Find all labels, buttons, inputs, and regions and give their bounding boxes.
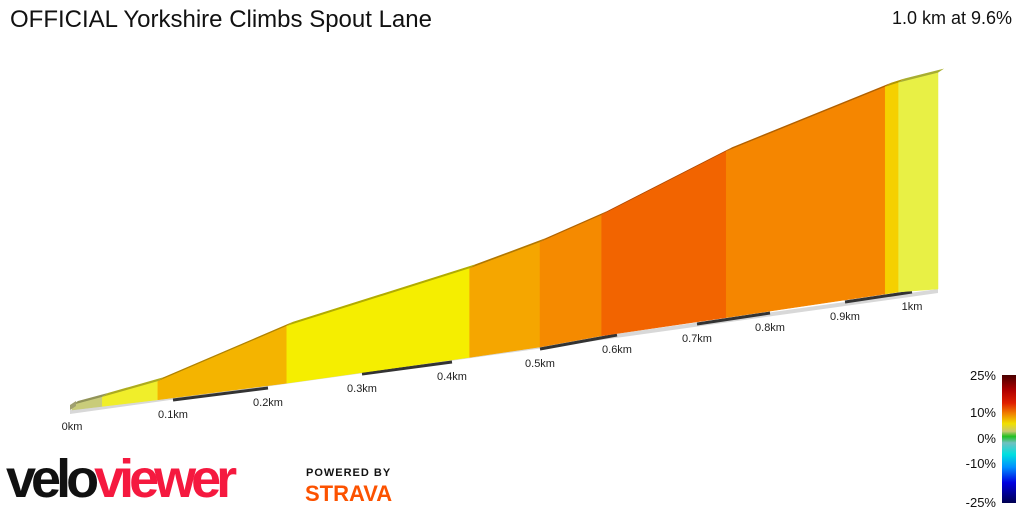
distance-band	[696, 311, 771, 326]
gradient-segment	[286, 267, 470, 384]
segment-top-shade	[726, 82, 892, 152]
gradient-segment	[725, 86, 886, 318]
distance-tick-label: 0.3km	[347, 383, 377, 395]
segment-top-face	[726, 82, 892, 152]
gradient-segment	[601, 150, 727, 337]
segment-top-face	[157, 321, 293, 382]
distance-band	[844, 290, 913, 304]
start-cap	[70, 401, 76, 410]
distance-tick-label: 0.4km	[437, 371, 467, 383]
segment-top-face	[102, 377, 164, 397]
gradient-segment	[898, 72, 939, 293]
segment-top-shade	[885, 78, 905, 87]
segment-top-face	[898, 68, 944, 83]
segment-top-shade	[72, 392, 109, 405]
gradient-segment	[469, 241, 541, 358]
segment-top-shade	[469, 238, 546, 269]
segment-top-shade	[286, 264, 476, 326]
distance-tick-label: 0.2km	[253, 397, 283, 409]
page-title: OFFICIAL Yorkshire Climbs Spout Lane	[10, 6, 432, 33]
distance-tick-label: 1km	[902, 301, 923, 313]
segment-top-face	[286, 264, 476, 326]
gradient-legend-bar	[1002, 375, 1016, 503]
segment-top-face	[601, 147, 733, 215]
distance-band	[539, 333, 618, 351]
legend-label: 25%	[969, 368, 996, 383]
climb-summary: 1.0 km at 9.6%	[891, 8, 1012, 28]
distance-tick-label: 0.5km	[525, 358, 555, 370]
distance-band	[172, 386, 269, 402]
distance-band	[361, 360, 453, 376]
segment-top-shade	[102, 377, 164, 397]
gradient-segment	[539, 214, 602, 348]
powered-by-label: POWERED BY	[306, 467, 392, 479]
distance-tick-label: 0km	[62, 421, 83, 433]
segment-top-shade	[157, 321, 293, 382]
distance-tick-label: 0.9km	[830, 311, 860, 323]
segment-top-face	[469, 238, 546, 269]
segment-top-face	[540, 210, 608, 242]
segment-top-shade	[898, 68, 944, 83]
legend-label: -10%	[965, 456, 996, 471]
segment-top-shade	[601, 147, 733, 215]
gradient-segment	[884, 82, 899, 295]
segment-top-shade	[540, 210, 608, 242]
legend-label: -25%	[965, 495, 996, 510]
veloviewer-logo: veloviewer	[6, 449, 237, 509]
legend-label: 10%	[969, 405, 996, 420]
segment-top-face	[72, 392, 109, 405]
distance-tick-label: 0.6km	[602, 344, 632, 356]
distance-tick-label: 0.8km	[755, 322, 785, 334]
strava-logo: STRAVA	[305, 481, 393, 506]
legend-label: 0%	[977, 431, 996, 446]
segment-top-face	[885, 78, 905, 87]
distance-tick-label: 0.1km	[158, 409, 188, 421]
distance-tick-label: 0.7km	[682, 333, 712, 345]
